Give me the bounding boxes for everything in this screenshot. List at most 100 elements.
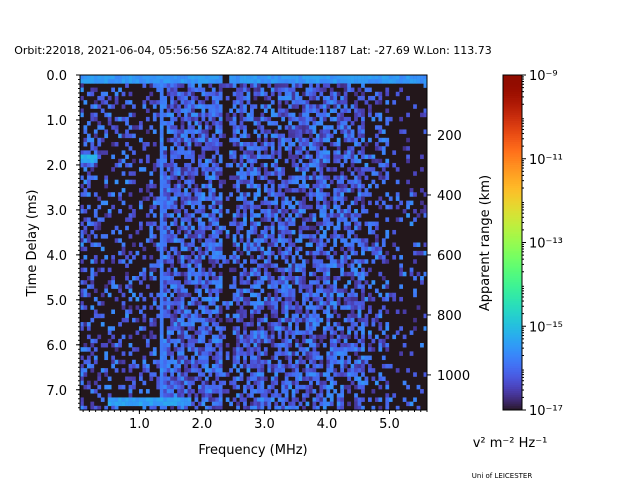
heatmap-cell [270, 334, 275, 340]
heatmap-cell [80, 326, 84, 331]
heatmap-cell [423, 250, 428, 256]
heatmap-cell [215, 334, 220, 340]
heatmap-cell [281, 108, 286, 113]
heatmap-cell [225, 355, 230, 361]
heatmap-cell [100, 79, 105, 84]
heatmap-cell [201, 196, 206, 201]
heatmap-cell [253, 238, 258, 243]
heatmap-cell [166, 91, 171, 97]
colorbar-segment [503, 370, 522, 373]
heatmap-cell [184, 108, 188, 113]
heatmap-cell [166, 359, 171, 365]
heatmap-cell [274, 204, 279, 210]
heatmap-cell [152, 263, 157, 268]
heatmap-cell [218, 200, 223, 206]
heatmap-cell [191, 376, 195, 381]
heatmap-cell [263, 75, 268, 80]
heatmap-cell [277, 280, 282, 285]
heatmap-cell [236, 359, 240, 365]
colorbar-segment [503, 252, 522, 256]
heatmap-cell [152, 347, 157, 352]
y-right-axis-label: Apparent range (km) [478, 175, 493, 311]
heatmap-cell [253, 225, 258, 231]
heatmap-cell [97, 196, 102, 201]
heatmap-cell [329, 263, 334, 268]
heatmap-cell [256, 183, 261, 189]
heatmap-cell [340, 196, 345, 201]
heatmap-cell [361, 317, 365, 323]
heatmap-cell [423, 112, 428, 118]
heatmap-cell [80, 347, 84, 352]
heatmap-cell [329, 167, 334, 172]
colorbar-segment [503, 116, 522, 120]
heatmap-cell [336, 175, 341, 180]
heatmap-cell [343, 175, 348, 180]
heatmap-cell [187, 267, 192, 273]
heatmap-cell [302, 351, 306, 356]
colorbar-segment [503, 242, 522, 245]
heatmap-cell [243, 326, 247, 331]
heatmap-cell [256, 188, 261, 193]
heatmap-cell [142, 79, 147, 84]
heatmap-cell [83, 238, 88, 243]
heatmap-cell [343, 150, 348, 155]
heatmap-cell [187, 175, 192, 180]
heatmap-cell [197, 263, 202, 268]
heatmap-cell [302, 137, 306, 143]
heatmap-cell [201, 104, 206, 109]
heatmap-cell [142, 380, 147, 386]
heatmap-cell [399, 116, 404, 122]
heatmap-cell [260, 129, 265, 134]
colorbar-segment [503, 296, 522, 300]
heatmap-cell [277, 347, 282, 352]
heatmap-cell [97, 313, 102, 319]
heatmap-cell [201, 171, 206, 176]
heatmap-cell [340, 154, 345, 160]
heatmap-cell [191, 301, 195, 306]
heatmap-cell [218, 108, 223, 113]
heatmap-cell [291, 389, 296, 394]
colorbar-segment [503, 221, 522, 225]
heatmap-cell [298, 83, 303, 88]
heatmap-cell [263, 183, 268, 189]
heatmap-cell [284, 280, 289, 285]
heatmap-cell [152, 221, 157, 227]
heatmap-cell [288, 121, 292, 126]
heatmap-cell [378, 91, 383, 97]
heatmap-cell [378, 79, 383, 84]
heatmap-cell [357, 133, 362, 139]
heatmap-cell [163, 271, 168, 277]
heatmap-cell [86, 322, 91, 327]
heatmap-cell [180, 75, 185, 80]
heatmap-cell [357, 95, 362, 101]
heatmap-cell [194, 376, 199, 381]
heatmap-cell [350, 242, 355, 247]
heatmap-cell [312, 162, 317, 168]
heatmap-cell [187, 393, 192, 398]
heatmap-cell [236, 355, 240, 361]
heatmap-cell [420, 250, 424, 256]
heatmap-cell [312, 263, 317, 268]
heatmap-cell [347, 75, 351, 80]
heatmap-cell [253, 196, 258, 201]
heatmap-cell [340, 305, 345, 310]
heatmap-cell [309, 284, 313, 289]
heatmap-cell [180, 121, 185, 126]
heatmap-cell [302, 154, 306, 160]
heatmap-cell [288, 75, 292, 80]
heatmap-cell [354, 79, 358, 84]
heatmap-cell [319, 393, 324, 398]
heatmap-cell [305, 125, 310, 130]
heatmap-cell [288, 188, 292, 193]
heatmap-cell [142, 255, 147, 260]
heatmap-cell [295, 322, 299, 327]
heatmap-cell [263, 91, 268, 97]
heatmap-cell [80, 397, 84, 402]
heatmap-cell [211, 137, 216, 143]
heatmap-cell [298, 150, 303, 155]
heatmap-cell [104, 79, 109, 84]
heatmap-cell [180, 95, 185, 101]
heatmap-cell [83, 188, 88, 193]
heatmap-cell [93, 221, 98, 227]
heatmap-cell [86, 171, 91, 176]
